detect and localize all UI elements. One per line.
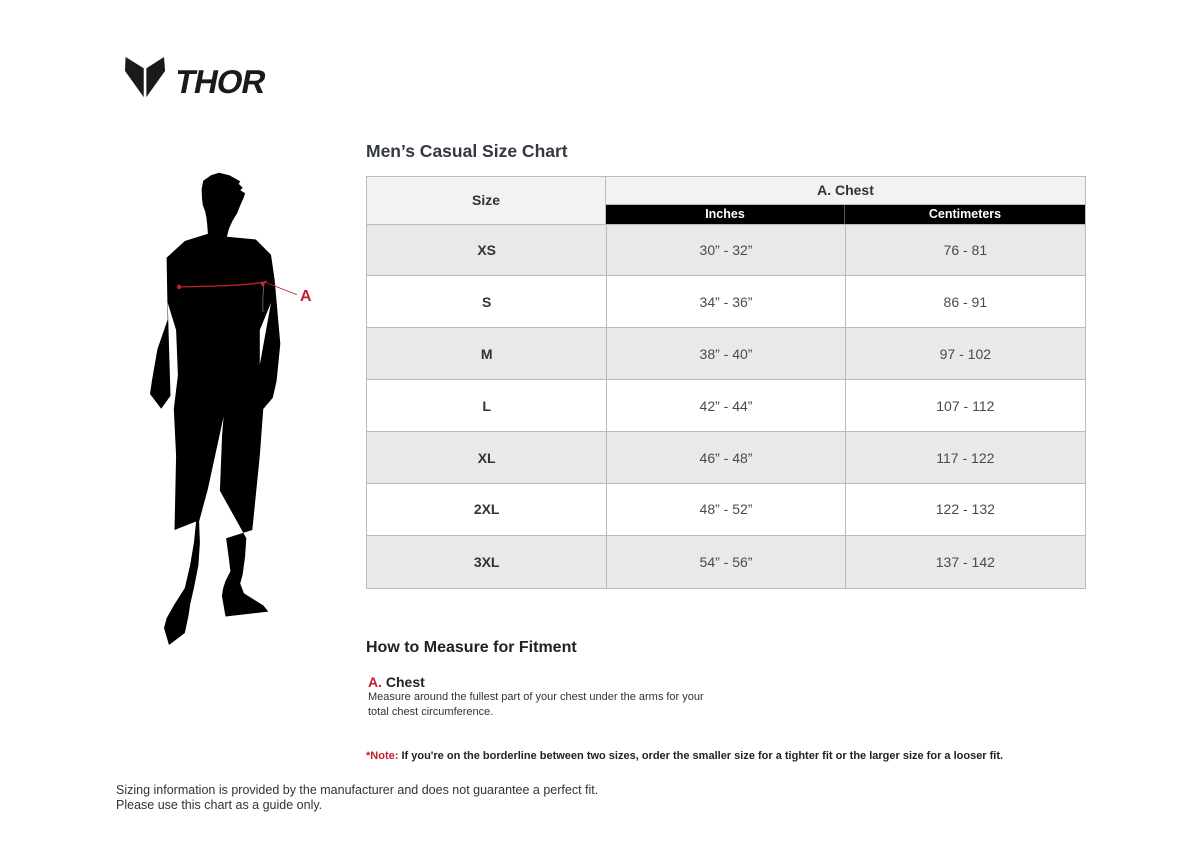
svg-text:A: A <box>300 288 312 305</box>
